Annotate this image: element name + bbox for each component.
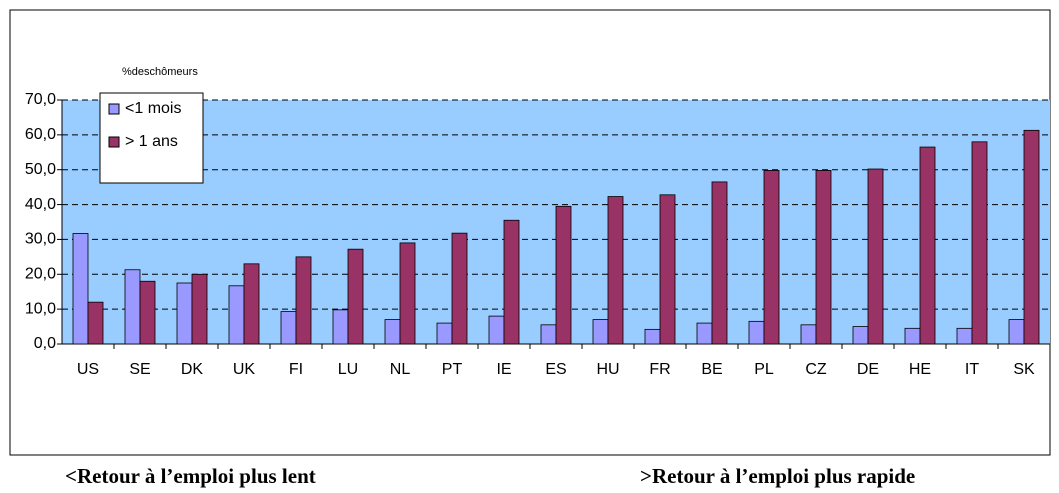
bar [644,328,661,345]
y-tick-label: 70,0 [25,91,56,108]
x-tick-label: PT [442,361,463,378]
bar [696,322,713,345]
x-tick-label: DK [181,361,204,378]
bar [87,301,104,345]
bar [347,248,364,345]
bar [919,146,936,345]
x-tick-label: HU [596,361,619,378]
x-tick-label: SE [129,361,150,378]
bar [711,181,728,345]
bar [592,319,609,345]
x-tick-label: US [77,361,99,378]
bar [540,324,557,345]
bar [280,311,297,345]
x-tick-label: DE [857,361,879,378]
bar [1023,129,1040,345]
legend-label: > 1 ans [125,133,178,150]
legend-swatch [108,136,120,148]
x-tick-label: FI [289,361,303,378]
x-tick-label: SK [1013,361,1035,378]
x-tick-label: CZ [805,361,827,378]
bar [503,219,520,345]
bar [748,320,765,345]
bar [124,269,141,345]
x-tick-label: IE [496,361,511,378]
bar [904,327,921,345]
bar [607,196,624,345]
bar [1008,319,1025,345]
x-tick-label: ES [545,361,566,378]
bar [659,194,676,345]
x-tick-label: HE [909,361,931,378]
x-tick-label: LU [338,361,358,378]
bar [228,285,245,345]
y-tick-label: 50,0 [25,161,56,178]
x-tick-label: UK [233,361,256,378]
bar [956,327,973,345]
bar [815,170,832,345]
bar [451,232,468,345]
y-tick-label: 30,0 [25,231,56,248]
bar [555,205,572,345]
bar [488,315,505,345]
y-axis-label: %deschômeurs [122,66,198,78]
y-tick-label: 60,0 [25,126,56,143]
bar [800,324,817,345]
bar [971,141,988,345]
x-tick-label: BE [701,361,722,378]
bar [867,168,884,345]
legend-swatch [108,103,120,115]
annotation: <Retour à l’emploi plus lent [65,464,316,488]
bar [72,233,89,345]
bar [763,170,780,345]
bar [332,309,349,345]
bar [436,322,453,345]
x-tick-label: FR [649,361,670,378]
y-tick-label: 40,0 [25,196,56,213]
bar [852,326,869,345]
x-tick-label: NL [390,361,411,378]
legend-label: <1 mois [125,100,181,117]
bar [384,319,401,345]
x-tick-label: IT [965,361,979,378]
bar [191,273,208,345]
y-tick-label: 10,0 [25,300,56,317]
x-tick-label: PL [754,361,774,378]
bar [176,282,193,345]
y-tick-label: 0,0 [34,335,56,352]
y-tick-label: 20,0 [25,266,56,283]
bar [399,242,416,345]
bar [139,280,156,345]
annotation: >Retour à l’emploi plus rapide [640,464,915,488]
bar [243,263,260,345]
bar [295,256,312,345]
